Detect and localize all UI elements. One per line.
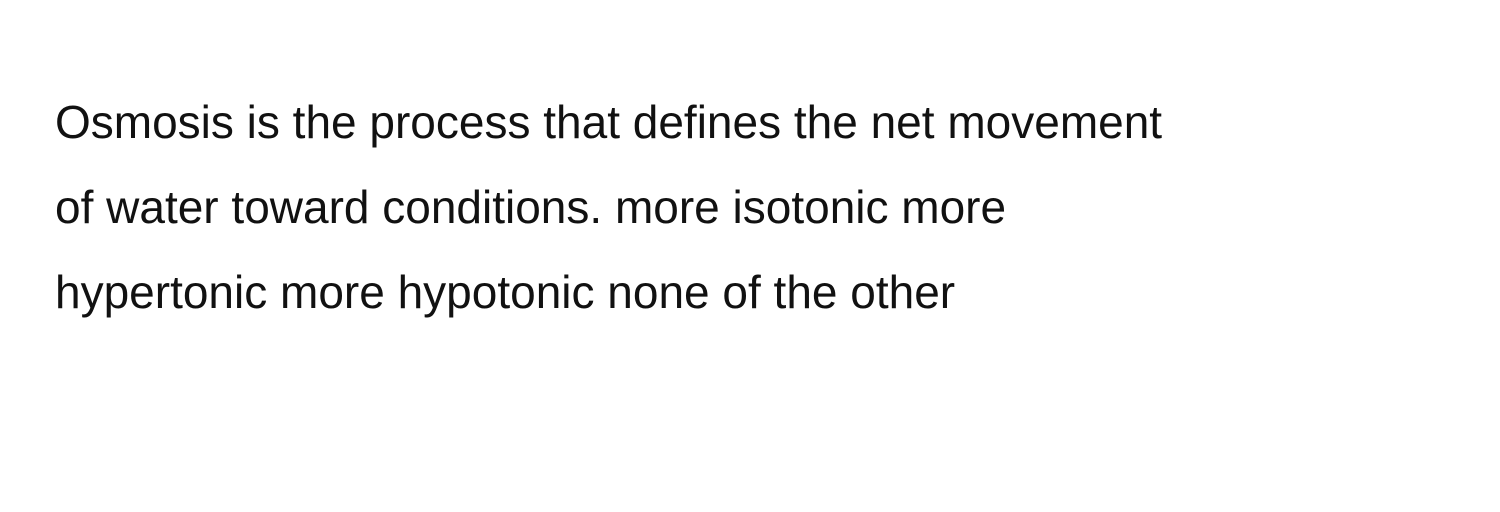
question-text: Osmosis is the process that defines the … — [55, 80, 1175, 335]
